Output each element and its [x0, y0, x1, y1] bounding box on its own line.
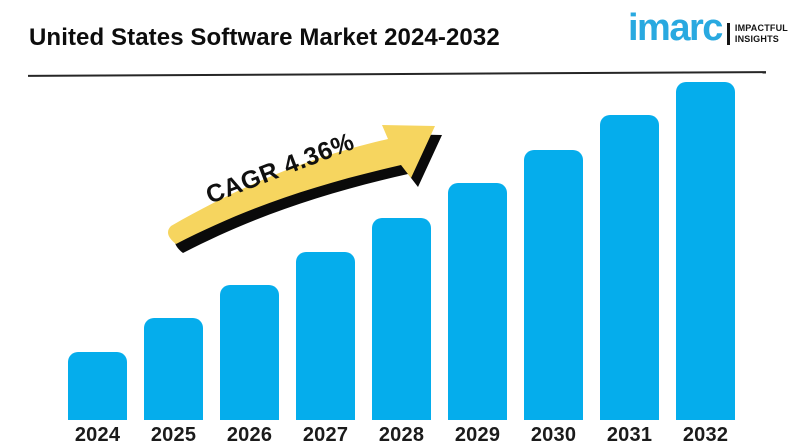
bar-column-2032: 2032: [676, 82, 735, 447]
x-axis-label-2028: 2028: [378, 424, 425, 446]
bar-chart: 2024 2025 2026 2027 2028 2029 2030 2031 2032: [68, 82, 735, 447]
logo-tagline-line2: INSIGHTS: [734, 33, 779, 44]
x-axis-label-2029: 2029: [454, 424, 501, 446]
bar-column-2026: 2026: [220, 285, 279, 447]
bar-2025: [144, 318, 203, 420]
bar-column-2027: 2027: [296, 252, 355, 447]
bar-2032: [676, 82, 735, 420]
bar-column-2024: 2024: [68, 352, 127, 447]
imarc-logo: imarc IMPACTFUL INSIGHTS: [627, 7, 788, 50]
bar-2024: [68, 352, 127, 420]
bar-column-2028: 2028: [372, 218, 431, 447]
logo-tagline: IMPACTFUL INSIGHTS: [735, 23, 788, 46]
x-axis-label-2031: 2031: [606, 424, 653, 446]
bar-2031: [600, 115, 659, 420]
header-divider-line: [27, 71, 767, 77]
bar-column-2031: 2031: [600, 115, 659, 447]
logo-tagline-line1: IMPACTFUL: [734, 22, 788, 33]
bar-2030: [524, 150, 583, 420]
imarc-logo-wordmark: imarc: [627, 7, 723, 49]
x-axis-label-2024: 2024: [74, 424, 121, 446]
bar-2027: [296, 252, 355, 420]
bar-column-2029: 2029: [448, 183, 507, 447]
chart-title: United States Software Market 2024-2032: [29, 24, 500, 51]
x-axis-label-2025: 2025: [150, 424, 197, 446]
x-axis-label-2027: 2027: [302, 424, 349, 446]
x-axis-label-2032: 2032: [682, 424, 729, 446]
x-axis-label-2026: 2026: [226, 424, 273, 446]
x-axis-label-2030: 2030: [530, 424, 577, 446]
logo-divider: [726, 22, 730, 45]
bar-2026: [220, 285, 279, 420]
bar-2029: [448, 183, 507, 420]
bar-2028: [372, 218, 431, 420]
bar-column-2030: 2030: [524, 150, 583, 447]
bar-column-2025: 2025: [144, 318, 203, 447]
